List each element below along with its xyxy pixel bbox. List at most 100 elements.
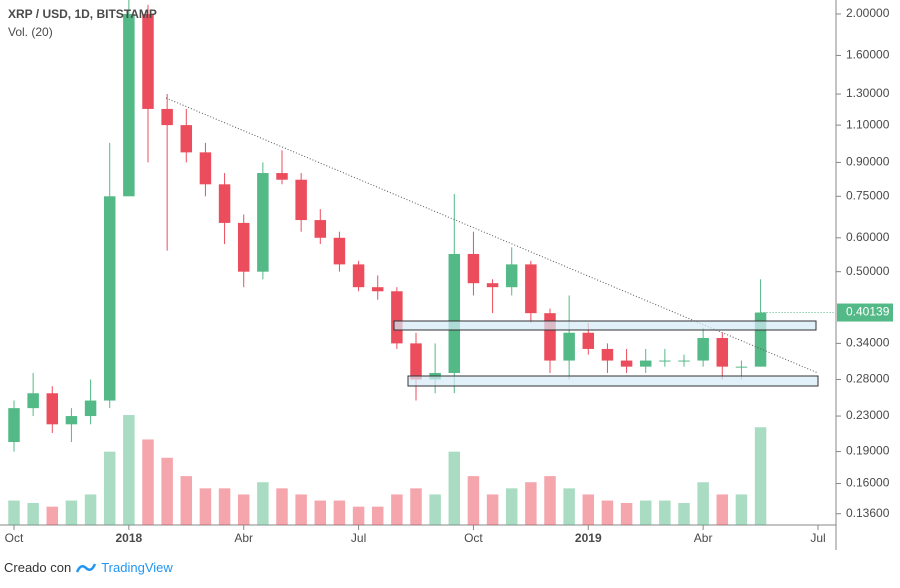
x-tick-label: Abr	[234, 531, 253, 545]
candle-body	[27, 393, 39, 409]
volume-bar	[199, 488, 212, 525]
volume-bar	[27, 503, 39, 525]
volume-bar	[46, 506, 59, 525]
candle-body	[218, 184, 231, 223]
y-tick-label: 2.00000	[846, 6, 890, 20]
candle-body	[525, 264, 537, 314]
candle-body	[467, 253, 480, 284]
x-tick-label: Jul	[810, 531, 825, 545]
last-price-label: 0.40139	[846, 305, 890, 319]
volume-bar	[697, 482, 709, 525]
volume-bar	[123, 415, 135, 525]
volume-bar	[525, 482, 537, 525]
volume-bar	[103, 451, 116, 525]
candle-body	[333, 237, 346, 265]
y-tick-label: 0.60000	[846, 230, 890, 244]
candle-body	[161, 108, 173, 126]
volume-bar	[65, 500, 78, 525]
candle-body	[678, 360, 690, 362]
volume-label: Vol. (20)	[8, 25, 53, 39]
volume-bar	[218, 488, 231, 525]
volume-bar	[467, 476, 480, 525]
volume-bar	[84, 494, 97, 525]
volume-bar	[314, 500, 327, 525]
volume-bar	[142, 439, 154, 525]
y-tick-label: 0.28000	[846, 372, 890, 386]
candle-body	[448, 253, 461, 373]
candle-body	[84, 400, 97, 417]
volume-bar	[333, 500, 346, 525]
footer: Creado con TradingView	[4, 560, 173, 575]
volume-bar	[295, 494, 307, 525]
y-tick-label: 0.50000	[846, 264, 890, 278]
chart-title: XRP / USD, 1D, BITSTAMP	[8, 7, 157, 21]
last-price-box	[837, 303, 893, 322]
volume-bar	[161, 457, 173, 525]
y-tick-label: 0.13600	[846, 506, 890, 520]
y-tick-label: 0.16000	[846, 476, 890, 490]
candle-body	[65, 416, 78, 425]
volume-bar	[601, 500, 614, 525]
x-tick-label: 2018	[116, 531, 143, 545]
volume-bar	[8, 500, 20, 525]
volume-bar	[659, 500, 671, 525]
volume-bar	[352, 506, 365, 525]
y-tick-label: 1.30000	[846, 86, 890, 100]
candle-body	[754, 312, 767, 367]
candle-body	[391, 291, 403, 344]
x-tick-label: Oct	[464, 531, 483, 545]
volume-bar	[486, 494, 499, 525]
plot	[8, 0, 767, 525]
x-tick-label: Oct	[5, 531, 24, 545]
y-tick-label: 1.10000	[846, 117, 890, 131]
volume-bar	[563, 488, 575, 525]
candle-body	[103, 196, 116, 401]
volume-bar	[429, 494, 441, 525]
candle-body	[505, 264, 518, 288]
y-tick-label: 0.19000	[846, 444, 890, 458]
volume-bar	[371, 506, 384, 525]
candle-body	[371, 287, 384, 292]
x-tick-label: 2019	[575, 531, 602, 545]
resistance-zone	[393, 320, 817, 331]
volume-bar	[448, 451, 461, 525]
candle-body	[563, 332, 575, 361]
candle-body	[659, 360, 671, 362]
x-tick-label: Jul	[351, 531, 366, 545]
candle-body	[601, 348, 614, 361]
candle-body	[735, 366, 748, 368]
candle-body	[486, 283, 499, 288]
candle-body	[276, 173, 288, 180]
volume-bar	[237, 494, 250, 525]
candle-body	[8, 408, 20, 443]
candle-body	[257, 173, 269, 272]
candle-body	[314, 220, 327, 238]
y-tick-label: 1.60000	[846, 48, 890, 62]
y-tick-label: 0.90000	[846, 155, 890, 169]
logo	[76, 562, 97, 573]
candle-body	[639, 360, 652, 367]
candle-body	[544, 313, 556, 361]
volume-bar	[410, 488, 422, 525]
volume-bar	[678, 503, 690, 525]
candle-body	[716, 337, 729, 367]
volume-bar	[639, 500, 652, 525]
created-text: Creado con	[4, 560, 72, 575]
volume-bar	[754, 427, 767, 525]
candle-body	[697, 337, 709, 361]
volume-bar	[544, 476, 556, 525]
support-zone	[407, 375, 819, 387]
candle-body	[180, 125, 193, 153]
brand[interactable]: TradingView	[101, 560, 173, 575]
candle-body	[237, 222, 250, 272]
candle-body	[295, 179, 307, 221]
candle-body	[46, 393, 59, 425]
volume-bar	[180, 476, 193, 525]
candle-body	[582, 332, 595, 349]
y-tick-label: 0.34000	[846, 336, 890, 350]
y-tick-label: 0.23000	[846, 408, 890, 422]
volume-bar	[620, 503, 633, 525]
chart: XRP / USD, 1D, BITSTAMP Vol. (20) 2.0000…	[0, 0, 893, 550]
volume-bar	[505, 488, 518, 525]
